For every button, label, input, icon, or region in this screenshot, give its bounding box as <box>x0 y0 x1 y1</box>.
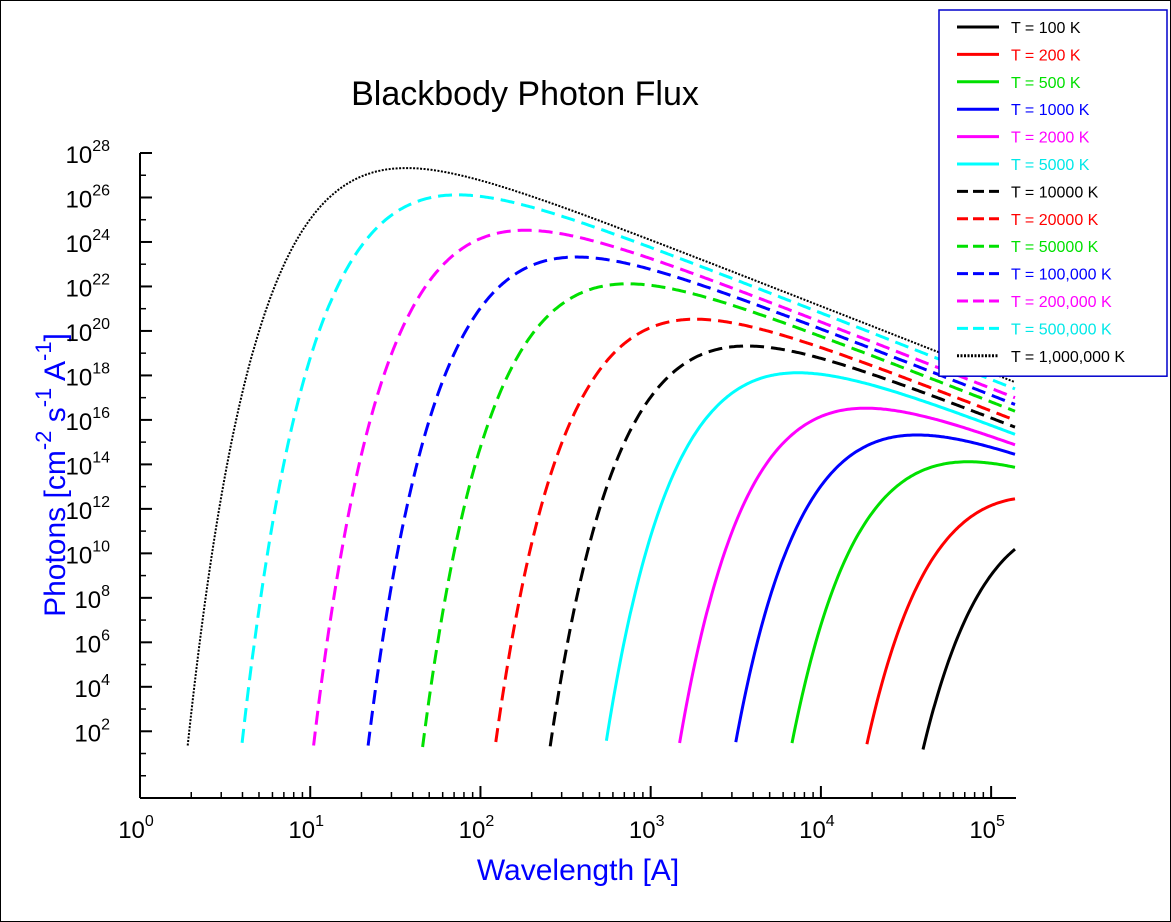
y-axis-label-text: Photons [cm-2 s-1 A-1] <box>31 333 72 617</box>
y-tick-label: 1024 <box>66 227 111 258</box>
y-tick-label: 1014 <box>66 449 111 480</box>
legend-entry-label: T = 100 K <box>1011 20 1081 37</box>
series-line-13 <box>186 167 1016 746</box>
x-tick-label: 103 <box>629 813 665 844</box>
series-line-8 <box>494 317 1016 743</box>
legend-entry-label: T = 5000 K <box>1011 157 1090 174</box>
legend-box <box>938 9 1168 377</box>
x-tick-label: 101 <box>288 813 324 844</box>
y-tick-label: 1026 <box>66 182 111 213</box>
series-line-2 <box>865 497 1016 745</box>
legend: T = 100 K T = 200 K T = 500 K T = 1000 K T =… <box>938 9 1168 377</box>
series-line-4 <box>734 433 1016 743</box>
axes: 100 101 102 103 104 105 102 104 106 108 1010 1012 10… <box>66 138 1016 844</box>
legend-entry-label: T = 10000 K <box>1011 184 1099 201</box>
y-tick-label: 1028 <box>66 138 111 169</box>
legend-entry-label: T = 50000 K <box>1011 239 1099 256</box>
y-tick-label: 108 <box>74 583 110 614</box>
legend-entry-label: T = 500,000 K <box>1011 321 1112 338</box>
y-tick-label: 1016 <box>66 405 111 436</box>
x-tick-label: 104 <box>799 813 835 844</box>
x-tick-label: 100 <box>118 813 154 844</box>
y-tick-label: 102 <box>74 716 110 747</box>
y-tick-label: 104 <box>74 672 110 703</box>
y-tick-label: 1020 <box>66 316 111 347</box>
series-line-5 <box>678 406 1016 744</box>
series-line-10 <box>366 255 1016 746</box>
x-tick-label: 105 <box>969 813 1005 844</box>
legend-entry-label: T = 200 K <box>1011 47 1081 64</box>
legend-entry-label: T = 1,000,000 K <box>1011 349 1125 366</box>
series-line-3 <box>790 460 1016 744</box>
y-tick-label: 106 <box>74 627 110 658</box>
series-line-9 <box>421 282 1016 748</box>
legend-entry-label: T = 500 K <box>1011 75 1081 92</box>
legend-entry-label: T = 200,000 K <box>1011 294 1112 311</box>
plot-curves <box>186 167 1016 750</box>
x-tick-label: 102 <box>459 813 495 844</box>
series-line-1 <box>921 548 1016 750</box>
legend-entry-label: T = 1000 K <box>1011 102 1090 119</box>
series-line-7 <box>548 344 1016 747</box>
legend-entry-label: T = 20000 K <box>1011 212 1099 229</box>
y-tick-label: 1022 <box>66 271 111 302</box>
x-axis-label: Wavelength [A] <box>477 854 679 887</box>
series-line-11 <box>312 228 1016 746</box>
y-tick-label: 1010 <box>66 538 111 569</box>
series-line-12 <box>240 193 1016 743</box>
y-tick-label: 1018 <box>66 360 111 391</box>
series-line-6 <box>604 371 1016 741</box>
legend-entry-label: T = 2000 K <box>1011 130 1090 147</box>
chart-title: Blackbody Photon Flux <box>351 75 699 113</box>
legend-entry-label: T = 100,000 K <box>1011 267 1112 284</box>
y-axis-label: Photons [cm-2 s-1 A-1] <box>31 333 72 617</box>
y-tick-label: 1012 <box>66 494 111 525</box>
